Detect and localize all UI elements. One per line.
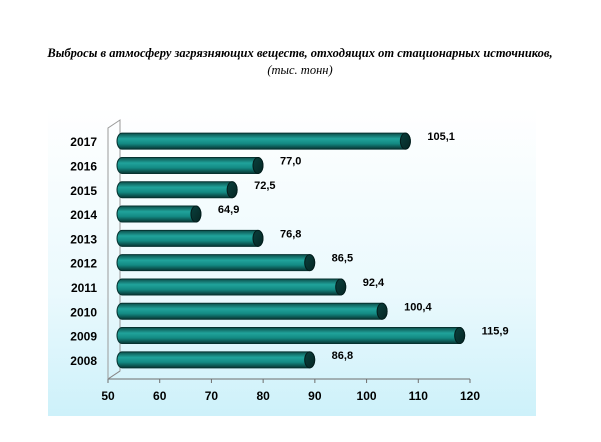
data-label: 92,4 — [363, 277, 385, 289]
bar — [116, 132, 411, 150]
x-tick-label: 80 — [256, 389, 270, 403]
y-tick-label: 2013 — [70, 232, 97, 246]
floor-depth-line — [107, 370, 121, 380]
bar-end-cap — [252, 229, 264, 247]
bar-body — [116, 181, 238, 199]
bar-end-cap — [304, 351, 316, 369]
chart-title-main: Выбросы в атмосферу загрязняющих веществ… — [47, 46, 553, 60]
chart-title-unit: (тыс. тонн) — [267, 63, 333, 77]
bar — [116, 278, 347, 296]
data-label: 77,0 — [280, 155, 301, 167]
bar-end-cap — [190, 205, 202, 223]
bar-end-cap — [454, 327, 466, 345]
bar-body — [116, 327, 466, 345]
data-label: 76,8 — [280, 228, 301, 240]
bar-body — [116, 351, 316, 369]
data-label: 100,4 — [404, 301, 432, 313]
bar — [116, 156, 264, 174]
bar — [116, 302, 388, 320]
y-tick-label: 2014 — [70, 208, 97, 222]
x-tick-label: 60 — [153, 389, 167, 403]
x-tick-label: 70 — [205, 389, 219, 403]
data-label: 64,9 — [218, 204, 239, 216]
data-label: 115,9 — [482, 326, 509, 338]
y-tick-label: 2012 — [70, 257, 97, 271]
y-tick-label: 2011 — [71, 281, 97, 295]
x-tick-label: 90 — [308, 389, 322, 403]
bar-body — [116, 205, 202, 223]
y-tick-label: 2015 — [70, 184, 97, 198]
bar — [116, 254, 316, 272]
bar-body — [116, 278, 347, 296]
bars-group — [116, 132, 466, 369]
x-tick-label: 50 — [101, 389, 115, 403]
y-tick-label: 2008 — [70, 354, 97, 368]
bar-end-cap — [376, 302, 388, 320]
chart-axes: 50 60 70 80 90 100 110 120 2008 2009 2010 2011 2012 2… — [70, 119, 480, 403]
bar-body — [116, 254, 316, 272]
bar-end-cap — [399, 132, 411, 150]
bar — [116, 181, 238, 199]
chart-title: Выбросы в атмосферу загрязняющих веществ… — [40, 45, 560, 79]
data-label: 105,1 — [427, 131, 455, 143]
y-tick-label: 2010 — [70, 305, 97, 319]
bar-body — [116, 156, 264, 174]
bar-end-cap — [304, 254, 316, 272]
data-label: 86,8 — [332, 350, 353, 362]
y-tick-label: 2016 — [70, 159, 97, 173]
bar-body — [116, 229, 264, 247]
x-tick-label: 100 — [357, 389, 377, 403]
bar-body — [116, 132, 411, 150]
data-label: 86,5 — [332, 253, 353, 265]
bar — [116, 327, 466, 345]
bar — [116, 351, 316, 369]
labels-group: 86,8 115,9 100,4 92,4 86,5 76,8 64,9 72,5 77,0 10… — [218, 131, 509, 362]
x-tick-label: 120 — [460, 389, 480, 403]
bar-end-cap — [335, 278, 347, 296]
data-label: 72,5 — [254, 180, 275, 192]
bar-end-cap — [252, 156, 264, 174]
bar-body — [116, 302, 388, 320]
x-tick-label: 110 — [409, 389, 429, 403]
bar-end-cap — [226, 181, 238, 199]
y-tick-label: 2017 — [70, 135, 97, 149]
y-tick-label: 2009 — [70, 330, 97, 344]
bar — [116, 229, 264, 247]
bar — [116, 205, 202, 223]
